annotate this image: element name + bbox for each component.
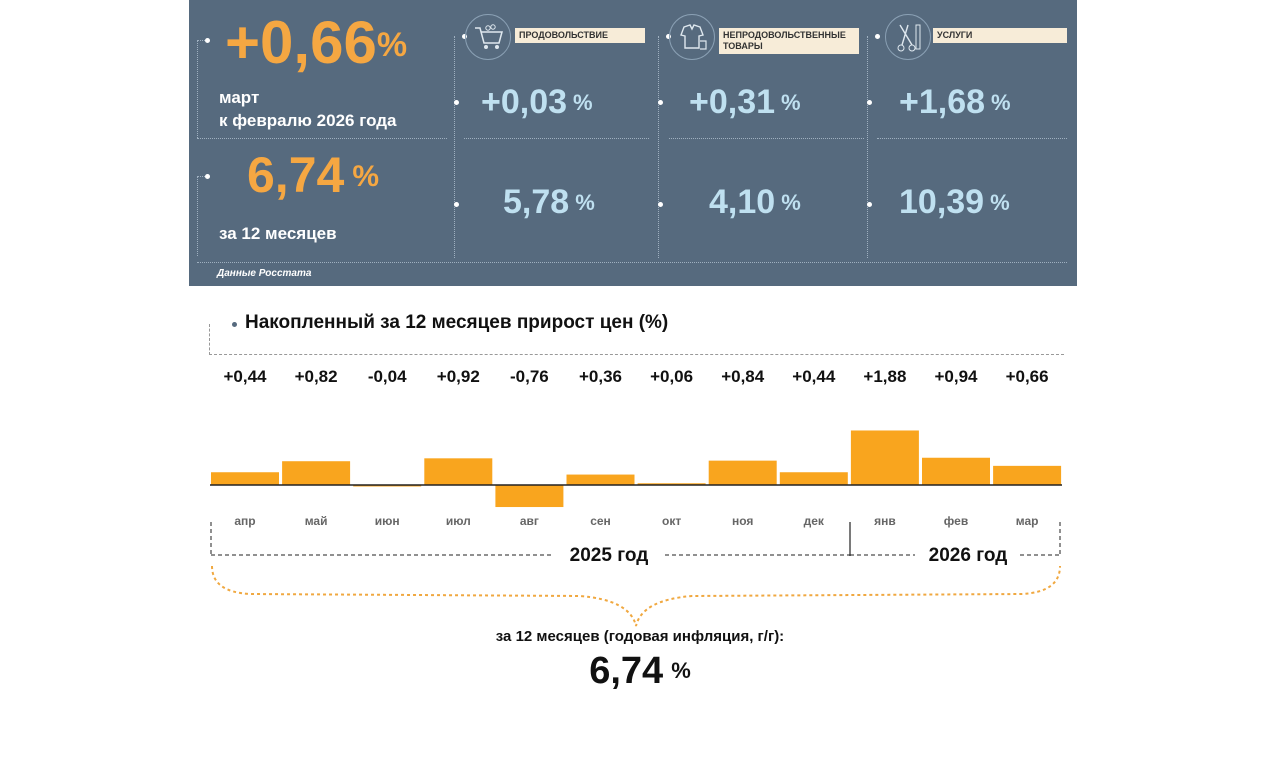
category-label-services: УСЛУГИ — [933, 28, 1067, 43]
chart-title-frame — [209, 324, 1064, 355]
bar-май — [282, 461, 351, 485]
bar-авг — [495, 485, 564, 508]
bar-июл — [424, 458, 493, 485]
value-label-авг: -0,76 — [510, 367, 549, 386]
bullet-dot — [232, 322, 237, 327]
divider — [464, 138, 649, 139]
category-label-nonfood: НЕПРОДОВОЛЬСТВЕННЫЕ ТОВАРЫ — [719, 28, 859, 54]
divider — [867, 36, 868, 258]
divider — [197, 40, 198, 138]
value-label-июл: +0,92 — [437, 367, 480, 386]
bullet-dot — [666, 34, 671, 39]
divider — [877, 138, 1067, 139]
value-label-фев: +0,94 — [934, 367, 978, 386]
divider — [197, 262, 1067, 263]
month-label-ноя: ноя — [732, 514, 753, 528]
divider — [197, 40, 205, 41]
divider — [197, 176, 205, 177]
bar-мар — [993, 465, 1062, 485]
food-monthly-value: +0,03% — [481, 83, 593, 121]
category-label-food: ПРОДОВОЛЬСТВИЕ — [515, 28, 645, 43]
bullet-dot — [205, 38, 210, 43]
divider — [454, 36, 455, 258]
value-label-дек: +0,44 — [792, 367, 836, 386]
value-label-апр: +0,44 — [223, 367, 267, 386]
source-note: Данные Росстата — [217, 268, 312, 279]
divider — [197, 176, 198, 256]
month-label-июн: июн — [375, 514, 400, 528]
bullet-dot — [454, 202, 459, 207]
bullet-dot — [875, 34, 880, 39]
value-label-мар: +0,66 — [1006, 367, 1049, 386]
month-label-дек: дек — [804, 514, 825, 528]
bar-янв — [850, 430, 919, 485]
nonfood-annual-value: 4,10% — [709, 183, 801, 221]
value-label-окт: +0,06 — [650, 367, 693, 386]
month-label-фев: фев — [944, 514, 968, 528]
bullet-dot — [462, 34, 467, 39]
month-label-янв: янв — [874, 514, 896, 528]
bullet-dot — [205, 174, 210, 179]
services-monthly-value: +1,68% — [899, 83, 1011, 121]
month-label-мар: мар — [1016, 514, 1039, 528]
bullet-dot — [454, 100, 459, 105]
bar-окт — [637, 483, 706, 485]
value-label-сен: +0,36 — [579, 367, 622, 386]
month-label-окт: окт — [662, 514, 681, 528]
value-label-янв: +1,88 — [863, 367, 906, 386]
monthly-caption: март к февралю 2026 года — [219, 88, 397, 130]
bullet-dot — [867, 202, 872, 207]
bar-дек — [779, 472, 848, 485]
value-label-ноя: +0,84 — [721, 367, 765, 386]
food-annual-value: 5,78% — [503, 183, 595, 221]
bar-ноя — [708, 460, 777, 485]
bar-фев — [922, 457, 990, 485]
clothes-icon — [669, 14, 715, 60]
footer-caption: за 12 месяцев (годовая инфляция, г/г): — [495, 628, 785, 645]
bullet-dot — [867, 100, 872, 105]
inflation-summary-panel: +0,66% март к февралю 2026 года 6,74% за… — [189, 0, 1077, 286]
bullet-dot — [658, 100, 663, 105]
month-label-июл: июл — [446, 514, 471, 528]
month-label-авг: авг — [520, 514, 539, 528]
year-label-2025: 2025 год — [570, 545, 649, 566]
value-label-май: +0,82 — [295, 367, 338, 386]
monthly-inflation-value: +0,66% — [225, 9, 408, 76]
twelve-month-brace — [211, 565, 1061, 627]
nonfood-monthly-value: +0,31% — [689, 83, 801, 121]
month-label-апр: апр — [234, 514, 255, 528]
month-label-май: май — [305, 514, 328, 528]
month-label-сен: сен — [590, 514, 611, 528]
chart-title: Накопленный за 12 месяцев прирост цен (%… — [245, 312, 673, 334]
divider — [197, 138, 447, 139]
annual-inflation-value: 6,74% — [247, 147, 380, 203]
divider — [669, 138, 864, 139]
scissors-comb-icon — [885, 14, 931, 60]
bar-апр — [211, 472, 279, 485]
value-label-июн: -0,04 — [368, 367, 407, 386]
services-annual-value: 10,39% — [899, 183, 1010, 221]
annual-caption: за 12 месяцев — [219, 224, 337, 243]
bar-сен — [566, 474, 635, 485]
bullet-dot — [658, 202, 663, 207]
footer-annual-value: 6,74% — [589, 650, 691, 692]
year-label-2026: 2026 год — [929, 545, 1008, 566]
divider — [658, 36, 659, 258]
shopping-cart-icon — [465, 14, 511, 60]
